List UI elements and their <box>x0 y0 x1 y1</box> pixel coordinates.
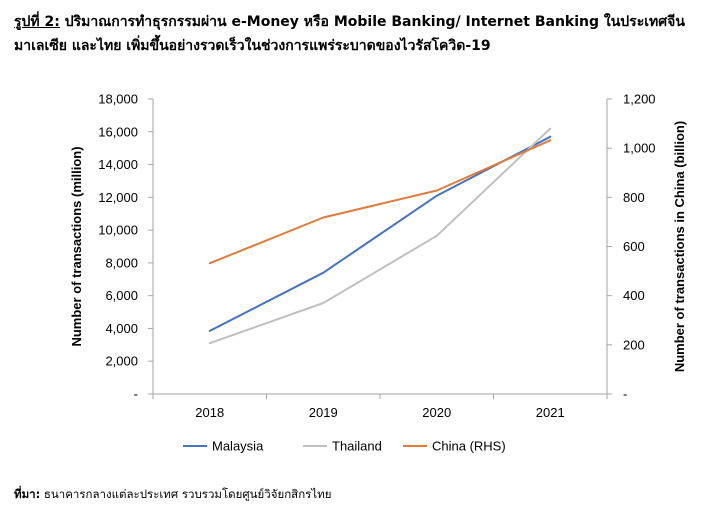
y-tick-label-left: 18,000 <box>98 92 138 107</box>
y-tick-label-left: 8,000 <box>105 255 138 270</box>
y-axis-title-right: Number of transactions in China (billion… <box>672 121 687 372</box>
y-tick-label-left: 16,000 <box>98 124 138 139</box>
legend-label-malaysia: Malaysia <box>212 439 264 454</box>
x-tick-label: 2021 <box>536 405 565 420</box>
chart-title: รูปที่ 2: ปริมาณการทำธุรกรรมผ่าน e-Money… <box>14 10 694 58</box>
series-line-malaysia <box>208 135 552 332</box>
y-tick-label-left: 2,000 <box>105 354 138 369</box>
series-line-china-rhs <box>208 139 552 265</box>
y-tick-label-right: 400 <box>623 288 645 303</box>
y-axis-title-left: Number of transactions (million) <box>69 146 84 346</box>
y-tick-label-left: 4,000 <box>105 321 138 336</box>
source-note: ที่มา: ธนาคารกลางแต่ละประเทศ รวบรวมโดยศู… <box>14 486 331 504</box>
y-tick-label-right: 1,200 <box>623 92 656 107</box>
x-tick-label: 2018 <box>195 405 224 420</box>
x-tick-label: 2020 <box>422 405 451 420</box>
legend-label-thailand: Thailand <box>332 439 382 454</box>
line-chart: - 2,000 4,000 6,000 8,000 10,000 12,000 14,000 1… <box>69 92 687 454</box>
series-line-thailand <box>208 127 552 345</box>
figure-title: ปริมาณการทำธุรกรรมผ่าน e-Money หรือ Mobi… <box>14 14 685 54</box>
y-tick-label-left: 10,000 <box>98 223 138 238</box>
y-tick-label-right: 1,000 <box>623 141 656 156</box>
figure-label: รูปที่ 2: <box>14 14 60 30</box>
y-tick-label-right: 200 <box>623 337 645 352</box>
y-tick-label-left: 12,000 <box>98 190 138 205</box>
source-label: ที่มา: <box>14 487 41 501</box>
legend-label-china-rhs: China (RHS) <box>432 439 506 454</box>
y-tick-label-right: 600 <box>623 239 645 254</box>
y-tick-label-left: 6,000 <box>105 288 138 303</box>
y-tick-label-right: - <box>623 387 627 402</box>
y-tick-label-left: - <box>134 387 138 402</box>
y-tick-label-right: 800 <box>623 190 645 205</box>
x-tick-label: 2019 <box>309 405 338 420</box>
source-text: ธนาคารกลางแต่ละประเทศ รวบรวมโดยศูนย์วิจั… <box>43 487 332 501</box>
y-tick-label-left: 14,000 <box>98 157 138 172</box>
